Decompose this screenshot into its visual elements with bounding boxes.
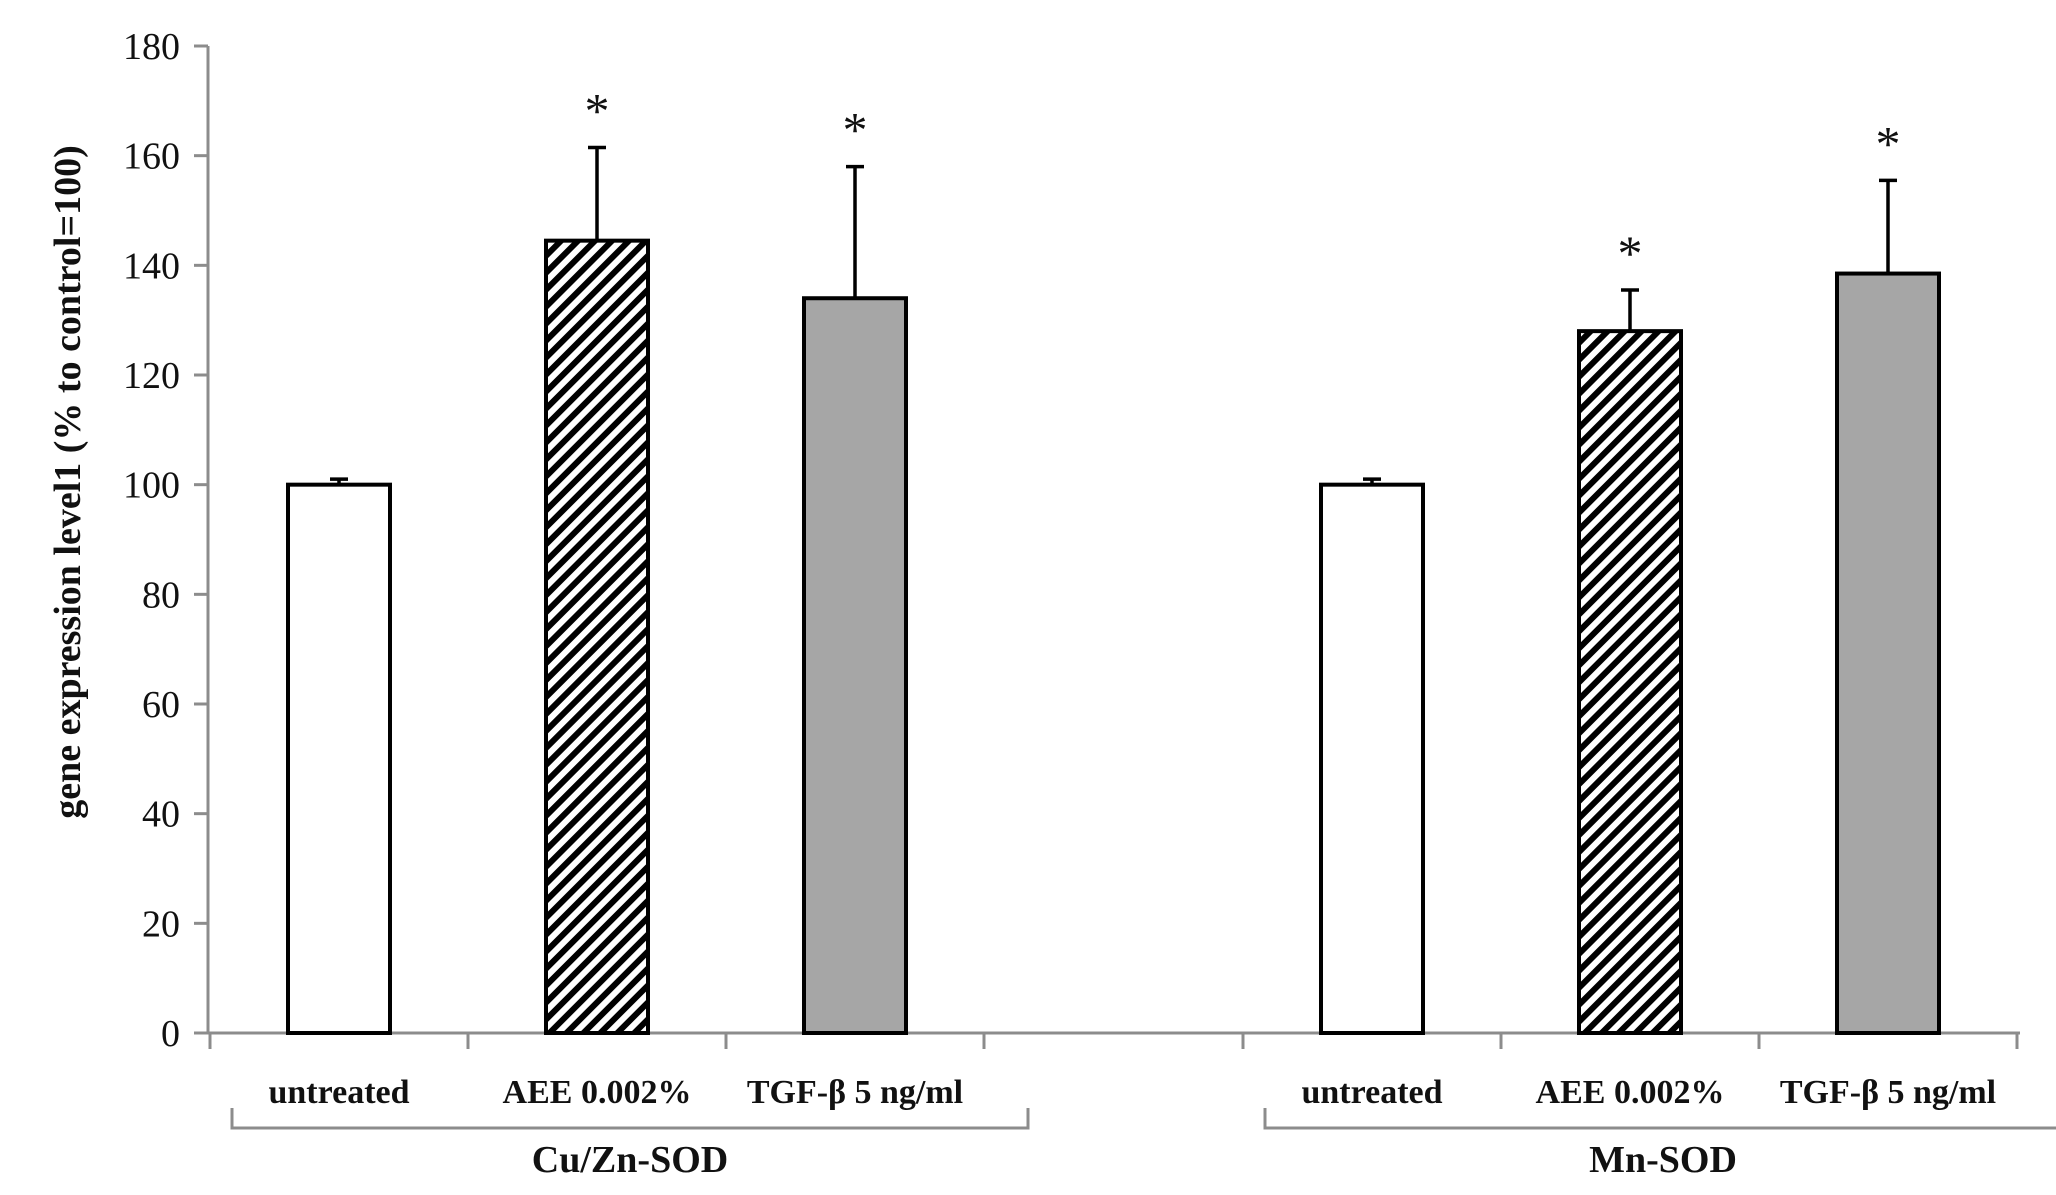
group-1-bar-2 — [1835, 271, 1941, 1035]
group-1-bar-1-significance-star: * — [1618, 225, 1643, 281]
group-1-bar-2-significance-star: * — [1876, 115, 1901, 171]
group-0-bar-2-significance-star: * — [843, 102, 868, 158]
axes-layer — [194, 44, 2056, 1130]
group-1-bar-0-category-label: untreated — [1301, 1074, 1442, 1111]
y-tick-label-40: 40 — [142, 794, 180, 836]
group-0-bar-0 — [286, 482, 392, 1035]
group-0-bar-2 — [802, 296, 908, 1035]
group-0-bar-1-category-label: AEE 0.002% — [503, 1074, 692, 1111]
group-0-bar-0-category-label: untreated — [268, 1074, 409, 1111]
labels-layer: 0 20 40 60 80 100 120 140 160 180 untreated * AEE 0.… — [123, 26, 1996, 1181]
y-tick-label-120: 120 — [123, 355, 180, 397]
group-0-bar-1-significance-star: * — [585, 82, 610, 138]
y-tick-label-100: 100 — [123, 465, 180, 507]
y-tick-label-80: 80 — [142, 574, 180, 616]
y-tick-label-160: 160 — [123, 136, 180, 178]
y-tick-label-180: 180 — [123, 26, 180, 68]
y-tick-label-140: 140 — [123, 245, 180, 287]
group-0-bar-1 — [544, 238, 650, 1036]
group-1-bar-1-category-label: AEE 0.002% — [1536, 1074, 1725, 1111]
bars-layer — [286, 145, 1941, 1036]
y-tick-label-60: 60 — [142, 684, 180, 726]
group-0-bar-2-category-label: TGF-β 5 ng/ml — [747, 1074, 963, 1111]
group-1-bar-1 — [1577, 329, 1683, 1035]
group-1-bar-2-category-label: TGF-β 5 ng/ml — [1780, 1074, 1996, 1111]
group-0-bracket — [230, 1108, 1030, 1130]
y-tick-label-0: 0 — [161, 1013, 180, 1055]
group-1-label: Mn-SOD — [1589, 1139, 1737, 1181]
group-0-label: Cu/Zn-SOD — [532, 1139, 728, 1181]
y-tick-label-20: 20 — [142, 903, 180, 945]
group-1-bar-0 — [1319, 482, 1425, 1035]
group-1-bracket — [1263, 1108, 2056, 1130]
y-axis-label: gene expression level1 (% to control=100… — [47, 145, 89, 819]
